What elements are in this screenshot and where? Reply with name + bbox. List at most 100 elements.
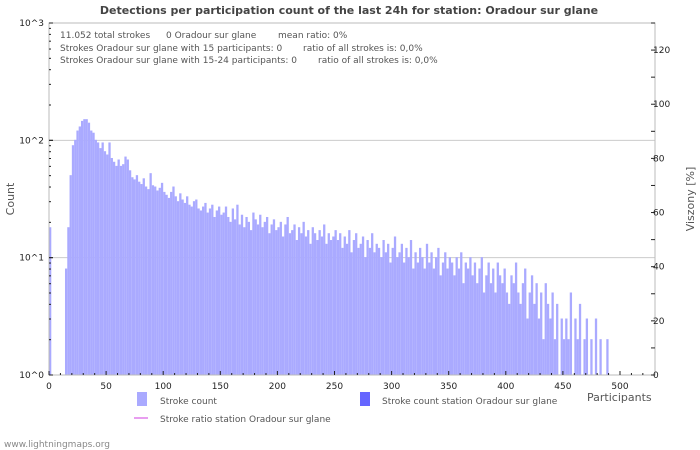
bar: [163, 191, 166, 375]
y-tick-label: 10^2: [19, 136, 44, 146]
bar: [528, 292, 531, 375]
bar: [304, 236, 308, 375]
x-tick-label: 500: [611, 382, 628, 392]
bar: [565, 318, 568, 375]
bar: [359, 243, 362, 375]
bar: [457, 268, 461, 375]
bar: [414, 252, 417, 375]
x-tick-label: 100: [155, 382, 172, 392]
footer-link[interactable]: www.lightningmaps.org: [4, 440, 110, 450]
bar: [78, 126, 81, 375]
bar: [117, 159, 120, 375]
bar: [530, 275, 534, 375]
bar: [387, 243, 390, 375]
bar: [355, 233, 358, 375]
bar: [259, 214, 262, 375]
bar: [309, 243, 312, 375]
bar: [110, 158, 113, 375]
bar: [247, 221, 250, 375]
bar: [473, 262, 477, 375]
bar: [67, 227, 70, 375]
bar: [218, 206, 221, 375]
bar: [480, 257, 483, 375]
bar: [172, 186, 175, 375]
x-tick-label: 250: [326, 382, 343, 392]
bar: [128, 170, 132, 375]
bar: [300, 233, 303, 375]
x-tick-label: 400: [497, 382, 514, 392]
bar: [49, 227, 52, 375]
y-tick-label: 10^0: [19, 371, 44, 381]
x-tick-label: 150: [212, 382, 229, 392]
bar: [366, 240, 369, 375]
bar: [537, 318, 541, 375]
bar: [553, 339, 557, 375]
bar: [540, 292, 543, 375]
bar: [441, 262, 445, 375]
bar: [279, 221, 282, 375]
bar: [208, 208, 212, 375]
bar: [142, 178, 145, 375]
bar: [348, 230, 351, 375]
bar: [496, 262, 499, 375]
bar: [80, 120, 84, 375]
bar: [297, 227, 301, 375]
x-tick-label: 350: [440, 382, 457, 392]
bar: [339, 233, 342, 375]
bar: [268, 233, 271, 375]
info-total: 11.052 total strokes: [60, 31, 150, 41]
bar: [482, 292, 486, 375]
bar: [119, 165, 123, 375]
bar: [455, 257, 458, 375]
bar: [156, 190, 159, 375]
bar: [108, 142, 111, 375]
bar: [375, 243, 378, 375]
bar: [505, 292, 509, 375]
x-tick-label: 200: [269, 382, 286, 392]
bar: [234, 219, 237, 375]
x-tick-label: 300: [383, 382, 400, 392]
bar: [325, 243, 328, 375]
info-box: 11.052 total strokes 0 Oradour sur glane…: [60, 31, 438, 66]
bar: [391, 247, 394, 375]
info-15-24-ratio: ratio of all strokes is: 0,0%: [318, 56, 438, 66]
legend-swatch-station-count: [360, 392, 370, 406]
bar: [569, 292, 573, 375]
bar: [416, 262, 420, 375]
bar: [439, 275, 442, 375]
bar: [368, 247, 372, 375]
bar: [489, 283, 493, 375]
bar: [551, 292, 554, 375]
bar: [327, 233, 330, 375]
bar: [421, 257, 424, 375]
bar: [265, 216, 269, 375]
bar: [64, 268, 68, 375]
bar: [124, 156, 127, 375]
bar: [492, 268, 495, 375]
bar: [471, 275, 474, 375]
bar: [272, 219, 276, 375]
bar: [512, 283, 515, 375]
bar: [341, 247, 344, 375]
bar: [533, 303, 536, 375]
bar: [140, 184, 143, 375]
bar: [167, 197, 171, 375]
bar: [224, 206, 228, 375]
bar: [450, 262, 454, 375]
bar: [115, 165, 118, 375]
bar: [144, 186, 148, 375]
bar: [453, 275, 456, 375]
bar: [462, 283, 465, 375]
bar: [382, 240, 385, 375]
bar: [487, 262, 490, 375]
chart-title: Detections per participation count of th…: [100, 4, 598, 17]
bar: [403, 262, 406, 375]
y2-tick-label: 120: [653, 46, 670, 56]
bar: [179, 193, 182, 375]
bar: [510, 275, 513, 375]
y2-tick-label: 40: [653, 263, 665, 273]
bar: [576, 339, 579, 375]
bar: [583, 339, 586, 375]
bar: [494, 292, 497, 375]
